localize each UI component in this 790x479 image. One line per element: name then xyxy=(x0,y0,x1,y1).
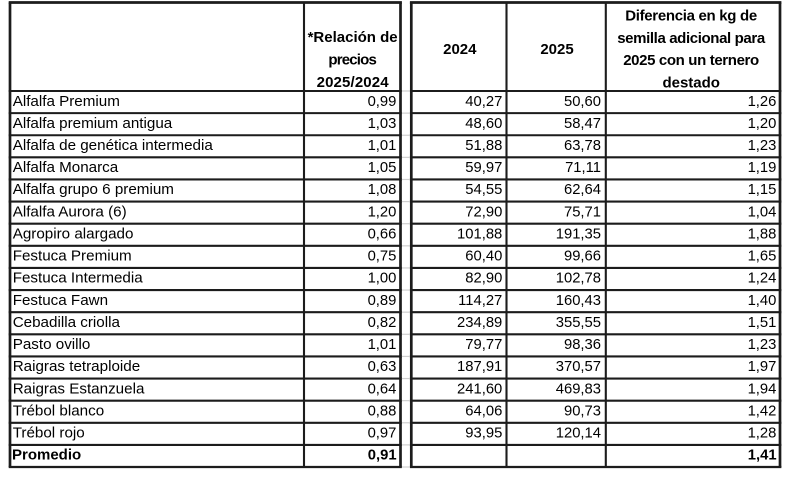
svg-text:1,23: 1,23 xyxy=(748,138,777,154)
svg-text:Trébol blanco: Trébol blanco xyxy=(13,402,104,419)
svg-text:Promedio: Promedio xyxy=(12,447,81,464)
svg-text:0,89: 0,89 xyxy=(368,293,397,309)
svg-text:0,63: 0,63 xyxy=(368,359,397,375)
svg-text:51,88: 51,88 xyxy=(465,138,502,154)
svg-text:93,95: 93,95 xyxy=(465,426,502,442)
svg-text:62,64: 62,64 xyxy=(564,182,601,198)
svg-text:Pasto ovillo: Pasto ovillo xyxy=(13,336,91,353)
svg-text:241,60: 241,60 xyxy=(457,381,502,397)
svg-text:54,55: 54,55 xyxy=(465,182,502,198)
svg-text:Raigras tetraploide: Raigras tetraploide xyxy=(13,358,140,375)
svg-text:59,97: 59,97 xyxy=(465,160,502,176)
svg-text:98,36: 98,36 xyxy=(564,337,601,353)
svg-text:0,64: 0,64 xyxy=(368,381,397,397)
svg-text:63,78: 63,78 xyxy=(564,138,601,154)
svg-text:1,01: 1,01 xyxy=(368,337,397,353)
svg-text:72,90: 72,90 xyxy=(465,204,502,220)
svg-text:1,26: 1,26 xyxy=(748,94,777,110)
svg-text:Alfalfa grupo 6 premium: Alfalfa grupo 6 premium xyxy=(13,181,174,198)
svg-text:Alfalfa de genética intermedia: Alfalfa de genética intermedia xyxy=(13,137,214,154)
svg-text:2025/2024: 2025/2024 xyxy=(317,74,390,91)
svg-text:1,08: 1,08 xyxy=(368,182,397,198)
svg-text:2024: 2024 xyxy=(443,41,477,58)
svg-text:79,77: 79,77 xyxy=(465,337,502,353)
svg-text:355,55: 355,55 xyxy=(556,315,601,331)
svg-text:1,88: 1,88 xyxy=(748,226,777,242)
svg-text:0,75: 0,75 xyxy=(368,249,397,265)
svg-text:Festuca Intermedia: Festuca Intermedia xyxy=(13,270,144,287)
svg-text:0,82: 0,82 xyxy=(368,315,397,331)
svg-text:*Relación de: *Relación de xyxy=(308,29,398,46)
svg-text:90,73: 90,73 xyxy=(564,403,601,419)
svg-text:Alfalfa Premium: Alfalfa Premium xyxy=(13,93,120,110)
svg-text:1,65: 1,65 xyxy=(748,249,777,265)
svg-text:50,60: 50,60 xyxy=(564,94,601,110)
svg-text:40,27: 40,27 xyxy=(465,94,502,110)
svg-text:1,41: 1,41 xyxy=(748,448,777,464)
svg-text:Raigras Estanzuela: Raigras Estanzuela xyxy=(13,380,145,397)
svg-text:1,19: 1,19 xyxy=(748,160,777,176)
svg-text:1,15: 1,15 xyxy=(748,182,777,198)
svg-text:114,27: 114,27 xyxy=(458,293,502,309)
svg-text:187,91: 187,91 xyxy=(457,359,502,375)
svg-text:precios: precios xyxy=(328,52,377,69)
svg-text:191,35: 191,35 xyxy=(556,226,601,242)
svg-text:58,47: 58,47 xyxy=(564,116,601,132)
svg-text:1,05: 1,05 xyxy=(368,160,397,176)
svg-text:82,90: 82,90 xyxy=(465,271,502,287)
svg-text:1,97: 1,97 xyxy=(748,359,777,375)
svg-text:Festuca Premium: Festuca Premium xyxy=(13,248,132,265)
svg-text:1,03: 1,03 xyxy=(368,116,397,132)
svg-text:75,71: 75,71 xyxy=(564,204,601,220)
svg-text:48,60: 48,60 xyxy=(465,116,502,132)
svg-text:2025 con un ternero: 2025 con un ternero xyxy=(623,52,759,69)
svg-text:Alfalfa Monarca: Alfalfa Monarca xyxy=(13,159,119,176)
svg-text:Alfalfa Aurora (6): Alfalfa Aurora (6) xyxy=(13,203,127,220)
svg-text:1,40: 1,40 xyxy=(748,293,777,309)
svg-text:0,91: 0,91 xyxy=(368,448,397,464)
svg-text:1,20: 1,20 xyxy=(748,116,777,132)
svg-text:semilla adicional para: semilla adicional para xyxy=(617,30,766,47)
svg-text:0,88: 0,88 xyxy=(368,403,397,419)
svg-text:Trébol rojo: Trébol rojo xyxy=(13,425,85,442)
svg-text:1,23: 1,23 xyxy=(748,337,777,353)
svg-text:1,28: 1,28 xyxy=(748,426,777,442)
svg-text:160,43: 160,43 xyxy=(556,293,601,309)
svg-text:Alfalfa premium antigua: Alfalfa premium antigua xyxy=(13,115,173,132)
svg-text:1,01: 1,01 xyxy=(368,138,397,154)
svg-text:234,89: 234,89 xyxy=(457,315,502,331)
svg-text:Cebadilla criolla: Cebadilla criolla xyxy=(13,314,121,331)
svg-text:1,04: 1,04 xyxy=(748,204,777,220)
svg-text:0,97: 0,97 xyxy=(368,426,397,442)
svg-text:60,40: 60,40 xyxy=(465,249,502,265)
svg-text:2025: 2025 xyxy=(540,41,573,58)
svg-text:1,51: 1,51 xyxy=(748,315,777,331)
svg-text:120,14: 120,14 xyxy=(556,426,601,442)
svg-text:destado: destado xyxy=(662,75,720,92)
svg-text:102,78: 102,78 xyxy=(556,271,601,287)
svg-text:370,57: 370,57 xyxy=(556,359,601,375)
svg-text:0,99: 0,99 xyxy=(368,94,397,110)
svg-text:1,00: 1,00 xyxy=(368,271,397,287)
svg-text:1,24: 1,24 xyxy=(748,271,777,287)
svg-text:71,11: 71,11 xyxy=(565,160,601,176)
svg-text:1,94: 1,94 xyxy=(748,381,777,397)
svg-text:64,06: 64,06 xyxy=(465,403,502,419)
svg-text:0,66: 0,66 xyxy=(368,226,397,242)
svg-text:Diferencia en kg de: Diferencia en kg de xyxy=(625,8,757,25)
svg-text:469,83: 469,83 xyxy=(556,381,601,397)
svg-text:1,20: 1,20 xyxy=(368,204,397,220)
svg-text:Festuca Fawn: Festuca Fawn xyxy=(13,292,108,309)
svg-text:Agropiro alargado: Agropiro alargado xyxy=(13,225,134,242)
svg-text:101,88: 101,88 xyxy=(457,226,502,242)
svg-text:99,66: 99,66 xyxy=(564,249,601,265)
svg-text:1,42: 1,42 xyxy=(748,403,777,419)
